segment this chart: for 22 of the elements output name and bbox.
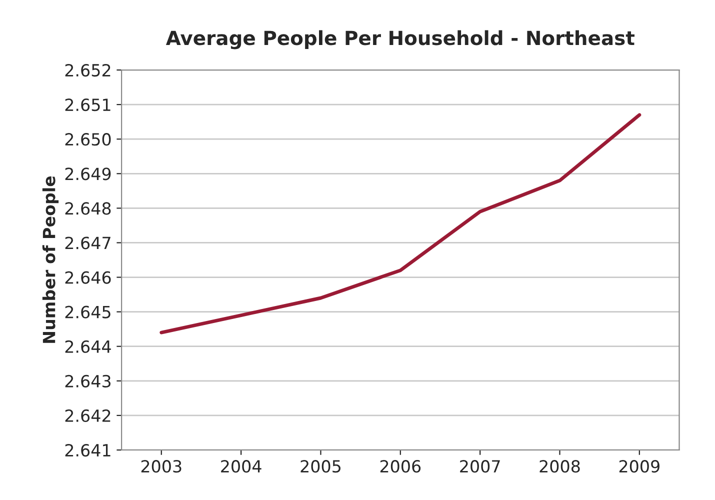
y-axis-title: Number of People — [42, 176, 59, 343]
x-tick-label: 2003 — [141, 460, 182, 473]
y-tick-label: 2.643 — [65, 374, 110, 388]
x-tick-label: 2004 — [221, 460, 262, 473]
x-tick-label: 2005 — [300, 460, 340, 473]
y-tick-label: 2.650 — [65, 133, 111, 146]
y-tick-label: 2.648 — [65, 202, 111, 215]
y-tick-label: 2.651 — [65, 98, 110, 112]
y-tick-label: 2.642 — [65, 409, 110, 422]
y-tick-label: 2.646 — [65, 271, 111, 284]
y-tick-label: 2.652 — [65, 64, 110, 77]
line-series — [160, 113, 642, 334]
chart-title: Average People Per Household - Northeast — [166, 30, 635, 50]
y-tick-label: 2.647 — [65, 236, 110, 250]
y-tick-label: 2.644 — [65, 340, 111, 353]
x-tick-label: 2007 — [460, 460, 500, 473]
y-tick-label: 2.645 — [65, 306, 110, 318]
x-tick-label: 2006 — [380, 460, 421, 473]
x-tick-label: 2009 — [619, 460, 660, 473]
x-tick-label: 2008 — [540, 460, 580, 473]
y-tick-label: 2.641 — [65, 444, 110, 457]
y-tick-label: 2.649 — [65, 168, 111, 180]
